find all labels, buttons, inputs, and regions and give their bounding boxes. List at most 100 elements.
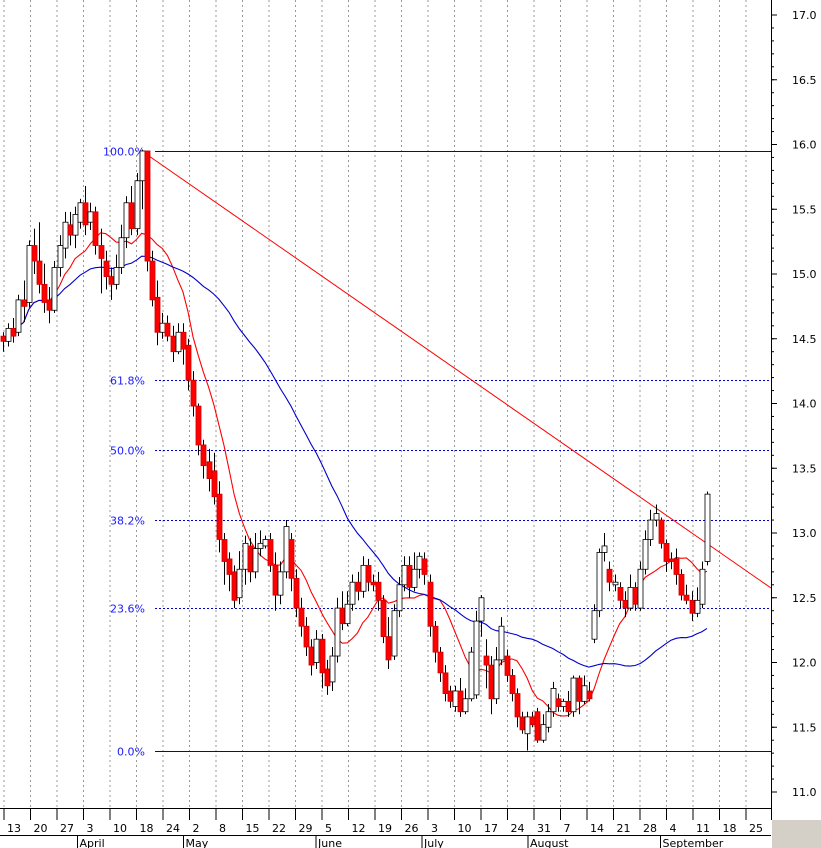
candle-up bbox=[601, 545, 608, 553]
date-tick-label: 28 bbox=[643, 822, 657, 835]
fib-level-label: 61.8% bbox=[110, 375, 145, 388]
candle-up bbox=[51, 267, 58, 311]
candle-up bbox=[401, 564, 408, 586]
candle-up bbox=[134, 180, 141, 230]
candle-down bbox=[226, 558, 233, 575]
date-tick-label: 19 bbox=[378, 822, 392, 835]
price-tick-label: 12.0 bbox=[792, 657, 817, 670]
candle-up bbox=[72, 214, 79, 236]
candle-down bbox=[632, 586, 639, 605]
date-tick-label: 10 bbox=[113, 822, 127, 835]
candle-down bbox=[457, 690, 464, 713]
price-tick-label: 17.0 bbox=[792, 9, 817, 22]
candle-up bbox=[396, 584, 403, 612]
candle-up bbox=[123, 202, 130, 239]
candle-down bbox=[380, 599, 387, 638]
candle-down bbox=[128, 202, 135, 230]
candle-down bbox=[247, 545, 254, 573]
candle-down bbox=[365, 564, 372, 583]
candle-down bbox=[555, 698, 562, 707]
date-tick-label: 14 bbox=[590, 822, 604, 835]
candle-down bbox=[211, 470, 218, 498]
candle-up bbox=[637, 568, 644, 609]
date-tick-label: 29 bbox=[299, 822, 313, 835]
candle-down bbox=[504, 655, 511, 676]
candle-up bbox=[252, 548, 259, 573]
candle-down bbox=[689, 599, 696, 614]
date-tick-label: 27 bbox=[60, 822, 74, 835]
date-tick-label: 4 bbox=[670, 822, 677, 835]
candle-down bbox=[41, 283, 48, 303]
fib-level-label: 38.2% bbox=[110, 515, 145, 528]
candle-down bbox=[319, 638, 326, 674]
candle-down bbox=[144, 150, 151, 262]
candle-down bbox=[668, 558, 675, 562]
candle-down bbox=[221, 539, 228, 562]
candle-up bbox=[560, 700, 567, 707]
candle-up bbox=[581, 685, 588, 702]
candle-down bbox=[622, 599, 629, 609]
price-tick-label: 13.0 bbox=[792, 527, 817, 540]
candle-up bbox=[257, 542, 264, 549]
candle-down bbox=[195, 405, 202, 446]
date-tick-label: 26 bbox=[405, 822, 419, 835]
month-label: April bbox=[80, 837, 105, 848]
candle-up bbox=[647, 519, 654, 540]
candle-down bbox=[447, 690, 454, 702]
date-tick-label: 18 bbox=[723, 822, 737, 835]
candle-up bbox=[411, 568, 418, 588]
candle-up bbox=[627, 586, 634, 609]
candle-down bbox=[92, 211, 99, 246]
candle-up bbox=[175, 331, 182, 353]
candle-up bbox=[462, 698, 469, 713]
candle-down bbox=[606, 568, 613, 583]
candle-down bbox=[683, 594, 690, 601]
candle-up bbox=[642, 539, 649, 570]
candle-down bbox=[21, 299, 28, 307]
candle-down bbox=[103, 260, 110, 277]
candle-down bbox=[67, 224, 74, 236]
candle-down bbox=[678, 574, 685, 596]
candle-down bbox=[154, 296, 161, 333]
candle-down bbox=[170, 335, 177, 353]
candle-up bbox=[242, 542, 249, 570]
date-tick-label: 18 bbox=[140, 822, 154, 835]
date-tick-label: 2 bbox=[193, 822, 200, 835]
date-tick-label: 21 bbox=[617, 822, 631, 835]
month-label: July bbox=[423, 837, 444, 848]
candle-up bbox=[77, 202, 84, 223]
candle-up bbox=[113, 267, 120, 285]
trendline bbox=[141, 150, 772, 589]
candle-down bbox=[231, 571, 238, 601]
candle-up bbox=[612, 581, 619, 586]
candle-down bbox=[206, 461, 213, 480]
candle-down bbox=[31, 245, 38, 262]
candle-down bbox=[514, 693, 521, 718]
fib-level-label: 50.0% bbox=[110, 445, 145, 458]
candle-down bbox=[190, 379, 197, 407]
candle-down bbox=[385, 636, 392, 661]
date-tick-label: 8 bbox=[219, 822, 226, 835]
candle-up bbox=[694, 599, 701, 614]
date-tick-label: 10 bbox=[458, 822, 472, 835]
candle-up bbox=[360, 564, 367, 592]
price-tick-label: 14.0 bbox=[792, 398, 817, 411]
fib-level-label: 23.6% bbox=[110, 603, 145, 616]
candle-down bbox=[509, 675, 516, 694]
date-axis: 13 20 27 3 10 18 24 2 8 15 22 29 5 12 19 26 3 10 17 24 31 7 14… bbox=[0, 808, 771, 848]
month-label: August bbox=[530, 837, 569, 848]
price-tick-label: 16.0 bbox=[792, 139, 817, 152]
candle-up bbox=[87, 211, 94, 223]
month-label: September bbox=[663, 837, 724, 848]
candle-down bbox=[432, 625, 439, 653]
candle-down bbox=[339, 607, 346, 625]
candle-down bbox=[658, 519, 665, 544]
candle-up bbox=[118, 237, 125, 268]
candle-up bbox=[334, 607, 341, 657]
candle-up bbox=[704, 493, 711, 562]
candle-up bbox=[159, 322, 166, 333]
candle-down bbox=[375, 581, 382, 601]
fib-level-label: 100.0% bbox=[103, 146, 145, 159]
